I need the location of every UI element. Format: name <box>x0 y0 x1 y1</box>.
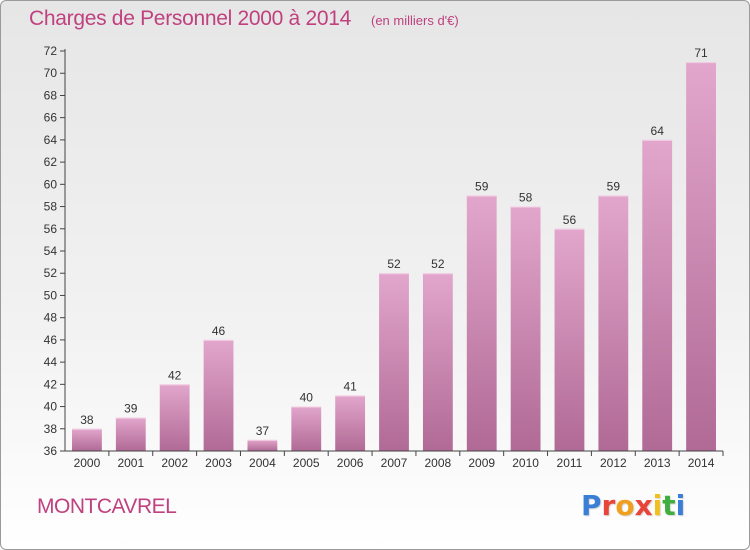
logo-letter: i <box>675 489 686 522</box>
x-axis: 2000 2001 2002 2003 2004 2005 2006 2007 2008 2009… <box>65 450 724 470</box>
x-tick-label: 2011 <box>557 456 583 470</box>
bar <box>335 395 366 451</box>
x-tick-label: 2012 <box>600 456 627 470</box>
x-tick-label: 2002 <box>161 456 188 470</box>
chart-title: Charges de Personnel 2000 à 2014 <box>29 7 351 30</box>
x-tick-label: 2014 <box>688 456 715 470</box>
data-label: 46 <box>212 324 226 338</box>
y-tick-label: 40 <box>44 400 58 414</box>
logo-letter: x <box>634 489 653 522</box>
x-tick-label: 2009 <box>468 456 495 470</box>
x-tick-label: 2008 <box>425 456 452 470</box>
x-tick-label: 2007 <box>381 456 408 470</box>
logo-letter: r <box>601 489 616 522</box>
data-label: 40 <box>300 391 314 405</box>
data-label: 56 <box>563 213 577 227</box>
bar <box>115 417 146 451</box>
x-tick-label: 2004 <box>249 456 276 470</box>
bars: 38 39 42 46 37 40 41 52 52 59 58 56 59 64 71 <box>72 46 716 451</box>
bar <box>510 206 541 451</box>
bar <box>291 406 322 451</box>
x-tick-label: 2005 <box>293 456 320 470</box>
logo-letter: o <box>615 489 635 522</box>
proxiti-logo: Proxiti <box>581 489 685 522</box>
x-tick-label: 2013 <box>644 456 671 470</box>
bar <box>642 139 673 451</box>
data-label: 64 <box>651 124 665 138</box>
x-tick-label: 2010 <box>512 456 539 470</box>
data-label: 59 <box>475 179 489 193</box>
bar <box>203 339 234 451</box>
x-tick-label: 2006 <box>337 456 364 470</box>
logo-letter: P <box>581 489 602 522</box>
chart-subtitle: (en milliers d'€) <box>371 13 459 28</box>
bar <box>686 62 716 451</box>
y-tick-label: 52 <box>44 266 58 280</box>
y-tick-label: 50 <box>44 288 58 302</box>
y-tick-label: 48 <box>44 311 58 325</box>
data-label: 42 <box>168 368 182 382</box>
y-tick-label: 44 <box>44 355 58 369</box>
data-label: 52 <box>387 257 401 271</box>
y-tick-label: 68 <box>44 88 58 102</box>
y-tick-label: 66 <box>44 111 58 125</box>
y-tick-label: 70 <box>44 66 58 80</box>
x-tick-label: 2001 <box>117 456 144 470</box>
x-tick-label: 2000 <box>74 456 101 470</box>
y-tick-label: 54 <box>44 244 58 258</box>
x-tick-label: 2003 <box>205 456 232 470</box>
data-label: 38 <box>80 413 94 427</box>
data-label: 39 <box>124 402 138 416</box>
y-tick-label: 60 <box>44 177 58 191</box>
y-tick-label: 58 <box>44 200 58 214</box>
data-label: 71 <box>694 46 708 60</box>
y-tick-label: 36 <box>44 444 58 458</box>
bar <box>72 428 102 451</box>
y-tick-label: 42 <box>44 377 58 391</box>
bar <box>554 228 585 451</box>
y-tick-label: 62 <box>44 155 58 169</box>
y-tick-label: 64 <box>44 133 58 147</box>
data-label: 59 <box>607 179 621 193</box>
y-tick-label: 46 <box>44 333 58 347</box>
bar <box>379 273 409 451</box>
y-tick-label: 38 <box>44 422 58 436</box>
bar <box>422 273 453 451</box>
bar <box>598 195 629 451</box>
data-label: 37 <box>256 424 270 438</box>
data-label: 58 <box>519 191 533 205</box>
y-tick-label: 56 <box>44 222 58 236</box>
bar <box>247 439 278 451</box>
logo-letter: t <box>662 489 676 522</box>
data-label: 52 <box>431 257 445 271</box>
bar <box>159 384 190 451</box>
bar <box>466 195 497 451</box>
commune-name: MONTCAVREL <box>37 495 177 518</box>
y-tick-label: 72 <box>44 44 58 58</box>
y-axis: 36 38 40 42 44 46 48 50 52 54 56 58 60 62 64 66 68 70 72 <box>44 44 66 458</box>
logo-letter: i <box>652 489 663 522</box>
data-label: 41 <box>343 379 357 393</box>
